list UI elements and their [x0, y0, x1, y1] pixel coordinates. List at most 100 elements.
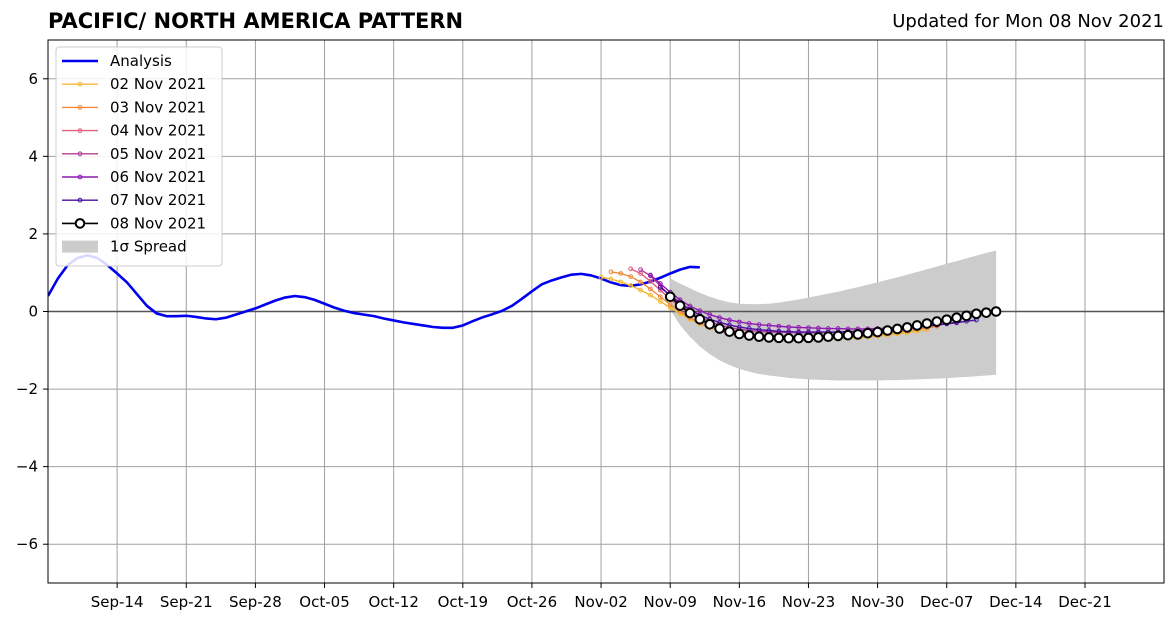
legend-entry: 05 Nov 2021 — [62, 145, 206, 163]
forecast-point — [763, 332, 775, 343]
spread-layer — [670, 250, 997, 381]
forecast-point — [901, 322, 913, 333]
forecast-point — [638, 287, 643, 293]
forecast-point — [803, 332, 814, 344]
forecast-point — [951, 312, 962, 324]
forecast-point — [667, 305, 673, 311]
forecast-point — [736, 319, 742, 325]
chart-subtitle: Updated for Mon 08 Nov 2021 — [892, 11, 1164, 32]
spread-band — [670, 250, 997, 381]
forecast-point — [766, 323, 772, 328]
forecast-point — [628, 266, 634, 272]
legend-label: 03 Nov 2021 — [110, 98, 206, 116]
legend-entry: 1σ Spread — [62, 238, 187, 256]
x-tick-label: Dec-14 — [989, 593, 1043, 611]
forecast-point — [842, 329, 854, 341]
legend-label: 05 Nov 2021 — [110, 145, 206, 163]
legend-entry: 08 Nov 2021 — [62, 214, 206, 232]
x-tick-label: Sep-21 — [160, 593, 213, 611]
series-7 — [664, 291, 1002, 344]
forecast-point — [882, 325, 893, 336]
x-tick-label: Nov-23 — [782, 593, 835, 611]
chart-title: PACIFIC/ NORTH AMERICA PATTERN — [48, 9, 464, 33]
legend-swatch — [62, 240, 98, 253]
analysis-line — [48, 253, 700, 330]
series-0 — [48, 253, 700, 330]
y-tick-label: 2 — [28, 225, 38, 243]
forecast-point — [628, 283, 634, 288]
forecast-point — [852, 329, 864, 340]
legend-entry: 06 Nov 2021 — [62, 168, 206, 186]
forecast-point — [941, 314, 953, 325]
legend-marker — [74, 218, 86, 229]
forecast-point — [872, 326, 883, 338]
forecast-point — [664, 291, 676, 303]
legend: Analysis 02 Nov 2021 03 Nov 2021 04 Nov 202… — [55, 46, 223, 267]
y-tick-label: −4 — [16, 458, 38, 476]
forecast-point — [694, 313, 706, 325]
legend-entry: Analysis — [62, 52, 172, 70]
legend-marker — [77, 151, 83, 157]
forecast-point — [921, 318, 933, 329]
legend-box — [55, 46, 223, 267]
series-layer — [48, 253, 1002, 344]
forecast-point — [756, 322, 762, 328]
legend-marker — [77, 128, 83, 134]
forecast-point — [638, 279, 643, 285]
legend-label: 07 Nov 2021 — [110, 191, 206, 209]
legend-marker — [77, 81, 83, 87]
forecast-point — [822, 331, 834, 343]
forecast-point — [667, 302, 673, 307]
forecast-point — [657, 294, 663, 300]
forecast-point — [753, 331, 765, 343]
forecast-point — [971, 308, 982, 320]
forecast-point — [961, 310, 972, 322]
forecast-point — [598, 274, 604, 280]
forecast-point — [743, 330, 755, 341]
forecast-point — [674, 300, 686, 311]
forecast-point — [931, 316, 943, 327]
y-tick-label: 4 — [28, 147, 38, 165]
x-tick-label: Sep-28 — [229, 593, 282, 611]
forecast-point — [727, 317, 732, 323]
legend-marker — [77, 105, 83, 110]
legend-entry: 07 Nov 2021 — [62, 191, 206, 209]
forecast-point — [911, 320, 923, 331]
forecast-point — [684, 307, 696, 319]
y-tick-label: −2 — [16, 380, 38, 398]
x-tick-label: Nov-09 — [644, 593, 697, 611]
forecast-point — [734, 328, 745, 340]
forecast-point — [724, 326, 735, 337]
x-tick-label: Oct-05 — [299, 593, 349, 611]
y-tick-label: 6 — [28, 70, 38, 88]
forecast-point — [714, 323, 725, 334]
legend-marker — [77, 174, 83, 180]
legend-label: 04 Nov 2021 — [110, 122, 206, 140]
x-tick-label: Dec-07 — [920, 593, 974, 611]
forecast-point — [648, 272, 653, 278]
forecast-point — [704, 318, 715, 330]
forecast-point — [657, 299, 663, 304]
forecast-point — [862, 327, 874, 339]
y-tick-label: −6 — [16, 535, 38, 553]
legend-label: 02 Nov 2021 — [110, 75, 206, 93]
forecast-point — [783, 332, 795, 344]
x-tick-label: Oct-12 — [368, 593, 418, 611]
legend-entry: 02 Nov 2021 — [62, 75, 206, 93]
forecast-point — [980, 307, 992, 318]
x-tick-label: Nov-02 — [574, 593, 627, 611]
forecast-point — [832, 330, 844, 342]
forecast-point — [776, 323, 782, 329]
forecast-point — [618, 279, 624, 285]
forecast-point — [990, 306, 1002, 317]
legend-label: Analysis — [110, 52, 172, 70]
x-tick-label: Oct-26 — [507, 593, 557, 611]
forecast-point — [786, 324, 792, 330]
forecast-point — [796, 325, 801, 330]
forecast-point — [648, 292, 653, 298]
forecast-point — [773, 332, 785, 344]
legend-label: 1σ Spread — [110, 238, 187, 256]
forecast-point — [648, 286, 653, 292]
legend-entry: 04 Nov 2021 — [62, 122, 206, 140]
